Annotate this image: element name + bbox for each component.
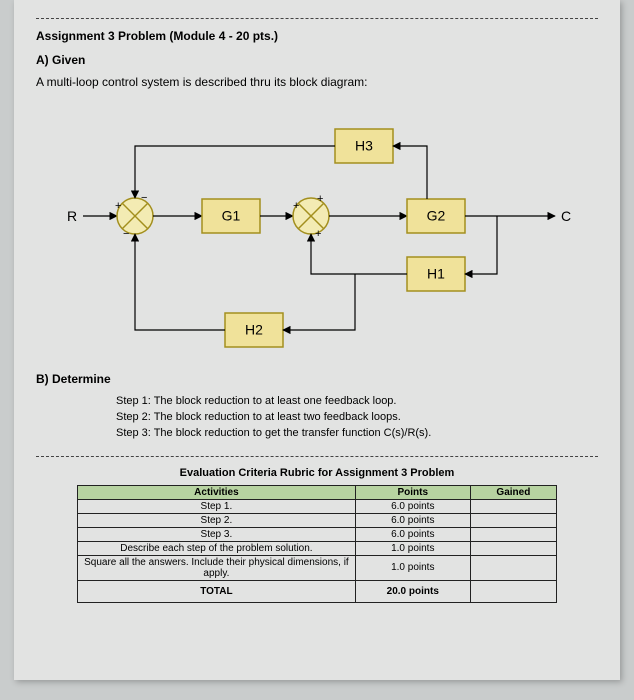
gained-cell: [470, 513, 556, 527]
svg-text:H3: H3: [355, 138, 373, 154]
assignment-title: Assignment 3 Problem (Module 4 - 20 pts.…: [36, 29, 598, 43]
mid-rule: [36, 456, 598, 457]
block-h3: H3: [335, 129, 393, 163]
step-1-text: Step 1: The block reduction to at least …: [116, 394, 598, 410]
line-h1-to-s2: [311, 234, 407, 274]
svg-text:+: +: [315, 228, 321, 240]
svg-text:+: +: [293, 200, 299, 212]
summing-junction-2: + + +: [293, 193, 329, 240]
problem-description: A multi-loop control system is described…: [36, 75, 598, 89]
svg-text:G1: G1: [222, 208, 241, 224]
table-row: Step 1. 6.0 points: [78, 499, 557, 513]
section-b-heading: B) Determine: [36, 372, 598, 386]
table-row: Step 2. 6.0 points: [78, 513, 557, 527]
activity-cell: Describe each step of the problem soluti…: [78, 541, 356, 555]
block-diagram-svg: R + − − G1: [57, 103, 577, 353]
gained-cell: [470, 541, 556, 555]
points-cell: 6.0 points: [355, 499, 470, 513]
line-c-to-h1: [465, 216, 497, 274]
total-gained: [470, 580, 556, 602]
svg-text:G2: G2: [427, 208, 446, 224]
total-label: TOTAL: [78, 580, 356, 602]
summing-junction-1: + − −: [115, 192, 153, 240]
col-gained: Gained: [470, 485, 556, 499]
svg-text:−: −: [123, 228, 129, 240]
gained-cell: [470, 555, 556, 580]
activity-cell: Step 3.: [78, 527, 356, 541]
total-points: 20.0 points: [355, 580, 470, 602]
block-h2: H2: [225, 313, 283, 347]
rubric-table: Activities Points Gained Step 1. 6.0 poi…: [77, 485, 557, 603]
gained-cell: [470, 499, 556, 513]
col-activities: Activities: [78, 485, 356, 499]
svg-text:−: −: [141, 192, 147, 204]
activity-cell: Step 2.: [78, 513, 356, 527]
svg-text:H1: H1: [427, 266, 445, 282]
table-row: Describe each step of the problem soluti…: [78, 541, 557, 555]
points-cell: 6.0 points: [355, 527, 470, 541]
svg-text:+: +: [317, 193, 323, 205]
section-a-heading: A) Given: [36, 53, 598, 67]
gained-cell: [470, 527, 556, 541]
step-3-text: Step 3: The block reduction to get the t…: [116, 426, 598, 442]
assignment-page: Assignment 3 Problem (Module 4 - 20 pts.…: [14, 0, 620, 680]
line-pick-to-h3: [393, 146, 427, 199]
block-g2: G2: [407, 199, 465, 233]
block-diagram: R + − − G1: [36, 103, 598, 358]
table-row: Square all the answers. Include their ph…: [78, 555, 557, 580]
step-2-text: Step 2: The block reduction to at least …: [116, 410, 598, 426]
step-list: Step 1: The block reduction to at least …: [116, 394, 598, 442]
line-pick-to-h2: [283, 274, 355, 330]
input-label: R: [67, 208, 77, 224]
rubric-total-row: TOTAL 20.0 points: [78, 580, 557, 602]
block-h1: H1: [407, 257, 465, 291]
rubric-header-row: Activities Points Gained: [78, 485, 557, 499]
top-rule: [36, 18, 598, 19]
points-cell: 1.0 points: [355, 555, 470, 580]
table-row: Step 3. 6.0 points: [78, 527, 557, 541]
output-label: C: [561, 208, 571, 224]
line-h2-to-s1: [135, 234, 225, 330]
svg-text:H2: H2: [245, 322, 263, 338]
rubric-title: Evaluation Criteria Rubric for Assignmen…: [36, 467, 598, 479]
block-g1: G1: [202, 199, 260, 233]
points-cell: 6.0 points: [355, 513, 470, 527]
line-h3-to-s1: [135, 146, 335, 198]
activity-cell: Step 1.: [78, 499, 356, 513]
col-points: Points: [355, 485, 470, 499]
activity-cell: Square all the answers. Include their ph…: [78, 555, 356, 580]
points-cell: 1.0 points: [355, 541, 470, 555]
svg-text:+: +: [115, 200, 121, 212]
